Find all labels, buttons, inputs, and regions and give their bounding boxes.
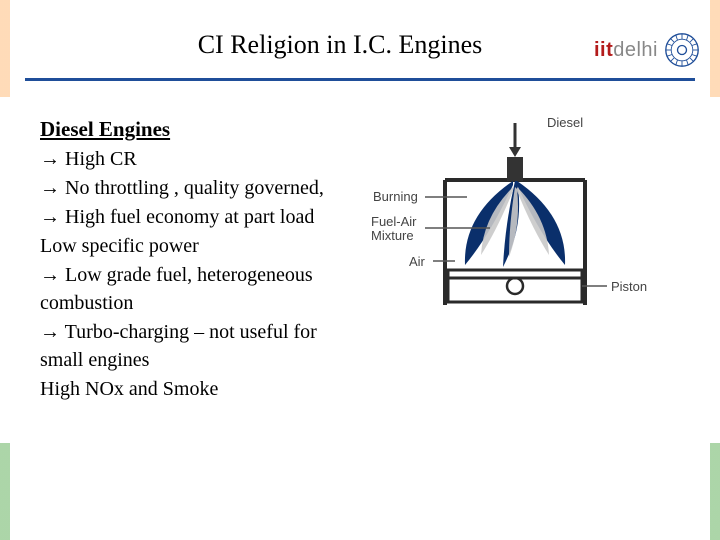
bullet-line: Low specific power — [40, 232, 360, 260]
bullet-line: → Turbo-charging – not useful for small … — [40, 318, 360, 374]
label-mixture: Fuel-Air Mixture — [371, 215, 425, 244]
diesel-diagram: Diesel Burning Fuel-Air Mixture Air Pist… — [395, 115, 680, 330]
brand-text: iitdelhi — [594, 39, 658, 62]
bullet-line: → No throttling , quality governed, — [40, 174, 360, 202]
slide-header: CI Religion in I.C. Engines iitdelhi — [0, 0, 720, 78]
bullet-line: → High fuel economy at part load — [40, 203, 360, 231]
label-piston: Piston — [611, 279, 647, 294]
flag-stripe-left — [0, 0, 10, 540]
iitd-logo-icon — [664, 32, 700, 68]
bullet-line: → High CR — [40, 145, 360, 173]
diesel-diagram-svg — [395, 115, 680, 330]
section-heading: Diesel Engines — [40, 115, 360, 144]
flag-stripe-right — [710, 0, 720, 540]
brand-delhi: delhi — [613, 39, 658, 62]
label-diesel: Diesel — [547, 115, 583, 130]
bullet-line: → Low grade fuel, heterogeneous combusti… — [40, 261, 360, 317]
bullet-line: High NOx and Smoke — [40, 375, 360, 403]
label-air: Air — [409, 254, 425, 269]
label-burning: Burning — [373, 189, 418, 204]
brand-block: iitdelhi — [594, 32, 700, 68]
header-divider — [25, 78, 695, 81]
body-text: Diesel Engines → High CR → No throttling… — [40, 115, 360, 404]
brand-iit: iit — [594, 39, 613, 62]
